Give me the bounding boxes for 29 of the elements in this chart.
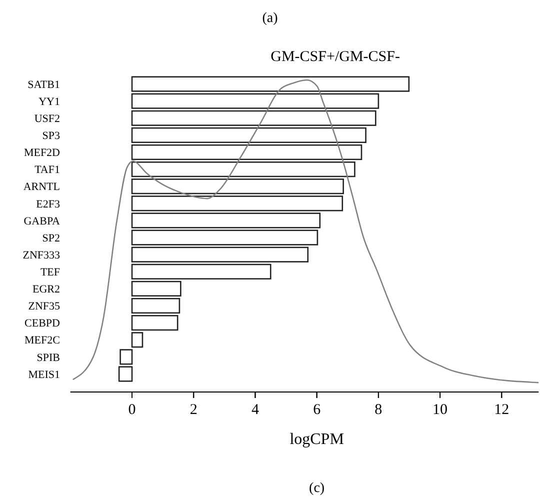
text: (a)	[262, 11, 278, 26]
text: (c)	[309, 481, 325, 496]
y-tick-label: YY1	[38, 96, 60, 108]
y-tick-label: ARNTL	[23, 181, 60, 194]
y-tick-label: ZNF35	[28, 300, 60, 313]
chart-title: GM-CSF+/GM-CSF-	[270, 49, 400, 65]
y-tick-label: MEIS1	[28, 368, 60, 381]
y-tick-label: GABPA	[24, 215, 60, 228]
x-axis-title: logCPM	[290, 431, 344, 448]
y-tick-label: SP2	[42, 232, 60, 244]
y-tick-label: SPIB	[36, 352, 60, 364]
y-tick-label: MEF2D	[24, 147, 60, 160]
x-tick-label: 10	[432, 402, 448, 418]
y-tick-label: MEF2C	[24, 334, 60, 347]
y-tick-label: TAF1	[34, 164, 60, 176]
x-tick-label: 12	[494, 402, 510, 418]
y-tick-label: E2F3	[36, 198, 60, 210]
y-tick-label: SATB1	[28, 78, 60, 91]
x-tick-label: 6	[313, 402, 322, 418]
y-tick-label: USF2	[34, 112, 60, 125]
y-tick-label: EGR2	[32, 284, 60, 296]
y-tick-label: CEBPD	[24, 318, 60, 330]
x-tick-label: 0	[128, 402, 136, 418]
x-tick-label: 2	[190, 402, 198, 418]
y-tick-label: TEF	[40, 266, 60, 278]
y-tick-label: ZNF333	[22, 249, 60, 262]
x-tick-label: 8	[374, 402, 382, 418]
y-tick-label: SP3	[42, 130, 60, 142]
x-tick-label: 4	[251, 402, 260, 418]
